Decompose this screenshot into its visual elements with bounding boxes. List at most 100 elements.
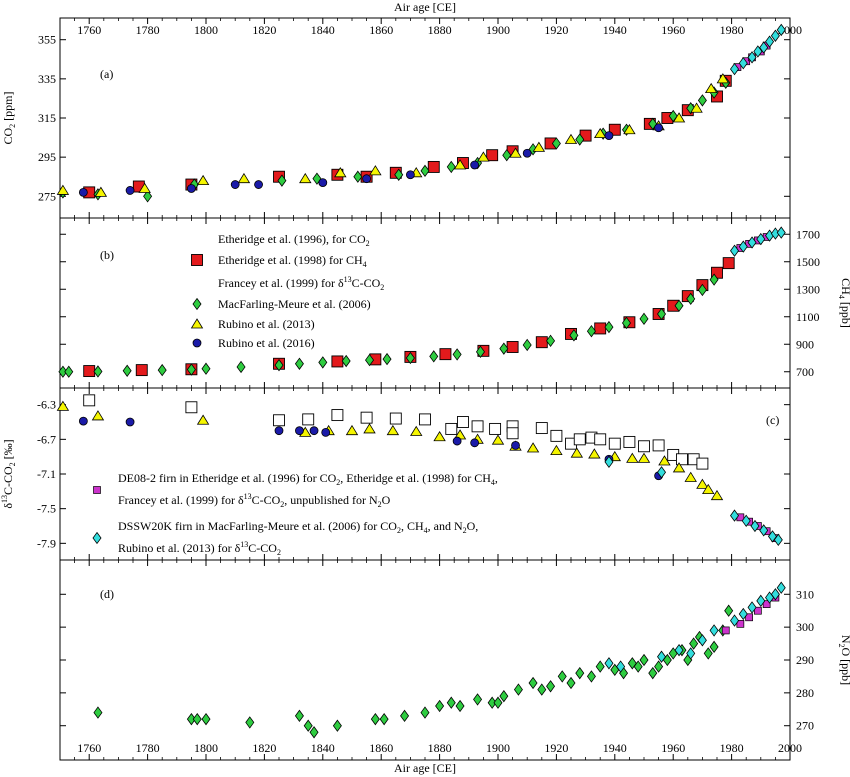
point-a-etheridge_1998-9-shape: [486, 149, 499, 162]
point-c-francey_1999-7-shape: [419, 413, 431, 426]
point-d-dssw20k-7-shape: [730, 614, 740, 627]
point-c-rubino_2013-14-shape: [526, 442, 540, 453]
point-c-francey_1999-3-shape: [302, 413, 315, 426]
point-a-rubino_2013-7-shape: [369, 165, 382, 176]
point-d-macfarling-19: [499, 689, 509, 703]
point-a-dssw20k-4-shape: [759, 41, 769, 54]
point-b-macfarling-26: [657, 307, 667, 321]
point-b-macfarling-17: [475, 345, 485, 358]
legend-c-line2-1: Rubino et al. (2013) for δ13C-CO2: [118, 540, 281, 557]
point-b-macfarling-27: [674, 299, 684, 312]
point-d-macfarling-0-shape: [93, 706, 103, 719]
point-c-rubino_2016-0: [78, 416, 88, 426]
point-b-dssw20k-2: [747, 236, 757, 249]
point-c-rubino_2016-2-shape: [274, 426, 284, 436]
point-a-rubino_2016-0: [78, 187, 88, 197]
point-d-macfarling-14: [446, 696, 456, 709]
point-c-rubino_2013-9-shape: [433, 430, 446, 442]
point-b-macfarling-15-shape: [429, 350, 439, 363]
point-a-dssw20k-1: [738, 57, 748, 70]
point-a-rubino_2013-6: [334, 167, 347, 178]
point-c-rubino_2013-25: [702, 483, 715, 495]
point-b-macfarling-22-shape: [586, 325, 596, 338]
point-c-rubino_2013-0: [56, 400, 70, 411]
point-a-rubino_2016-11-shape: [654, 123, 663, 133]
legend-c-line1-0: DE08-2 firn in Etheridge et al. (1996) f…: [118, 471, 498, 487]
point-a-rubino_2016-6: [362, 174, 372, 184]
point-d-macfarling-27: [586, 670, 596, 683]
legend-c-marker-0-shape: [93, 486, 101, 494]
point-d-de08-3-shape: [754, 606, 762, 615]
point-c-rubino_2013-22-shape: [672, 462, 686, 473]
point-c-francey_1999-27-shape: [696, 457, 709, 470]
point-c-rubino_2013-12: [491, 434, 505, 445]
point-c-francey_1999-14-shape: [535, 422, 548, 435]
point-d-macfarling-20: [513, 683, 523, 696]
point-d-macfarling-35-shape: [654, 660, 664, 673]
point-a-dssw20k-6-shape: [770, 29, 780, 42]
point-b-macfarling-7-shape: [236, 360, 246, 374]
x-tick-label-bottom-1960: 1960: [661, 741, 685, 755]
point-d-macfarling-40-shape: [689, 637, 699, 650]
point-a-rubino_2013-9-shape: [453, 159, 467, 170]
point-c-rubino_2013-19-shape: [626, 452, 639, 463]
point-c-rubino_2013-15: [550, 444, 563, 456]
y-tick-label-a-2: 315: [38, 111, 56, 125]
point-a-macfarling-2: [143, 190, 153, 203]
point-d-macfarling-11: [400, 709, 410, 723]
x-tick-label-top-1960: 1960: [661, 23, 685, 37]
x-tick-label-bottom-1900: 1900: [486, 741, 510, 755]
point-a-dssw20k-0: [730, 62, 740, 76]
point-d-macfarling-20-shape: [513, 683, 523, 696]
point-a-etheridge_1998-13-shape: [608, 123, 621, 136]
legend-b-label-2: Francey et al. (1999) for δ13C-CO2: [218, 275, 384, 292]
point-d-macfarling-5: [294, 709, 304, 723]
point-d-macfarling-1: [186, 712, 196, 726]
point-d-macfarling-23-shape: [546, 680, 556, 693]
point-c-francey_1999-6-shape: [389, 412, 402, 425]
point-a-macfarling-20: [697, 94, 707, 107]
point-c-francey_1999-23-shape: [652, 439, 665, 452]
point-b-etheridge_1998-4-shape: [331, 355, 344, 368]
point-d-macfarling-25-shape: [566, 676, 576, 690]
point-d-de08-1: [736, 620, 745, 628]
point-c-francey_1999-6: [389, 412, 402, 425]
point-a-rubino_2013-6-shape: [334, 167, 347, 178]
legend-b-marker-3-shape: [192, 297, 202, 311]
point-d-macfarling-10-shape: [379, 712, 389, 726]
point-b-dssw20k-1-shape: [738, 240, 748, 253]
point-b-macfarling-2: [93, 365, 103, 378]
y-tick-label-b-3: 1300: [796, 282, 820, 296]
point-d-macfarling-21: [528, 676, 538, 690]
point-c-rubino_2013-9: [433, 430, 446, 442]
point-a-macfarling-20-shape: [697, 94, 707, 107]
point-d-macfarling-17: [487, 696, 497, 709]
point-d-macfarling-13: [435, 699, 445, 713]
point-a-macfarling-14-shape: [575, 133, 585, 146]
panel-label-a: (a): [100, 67, 113, 81]
point-d-macfarling-27-shape: [586, 670, 596, 683]
point-c-rubino_2016-7: [470, 438, 480, 448]
point-a-rubino_2016-7-shape: [405, 170, 415, 180]
point-a-rubino_2016-5: [318, 178, 328, 187]
point-c-dssw20k-2: [730, 509, 740, 522]
point-d-dssw20k-2-shape: [657, 650, 667, 663]
point-d-macfarling-2-shape: [192, 712, 202, 726]
y-tick-label-d-0: 270: [796, 719, 814, 733]
point-c-rubino_2016-5-shape: [321, 427, 331, 437]
point-a-macfarling-17: [648, 117, 658, 131]
point-a-rubino_2013-11-shape: [509, 147, 522, 158]
y-tick-label-a-3: 335: [38, 72, 56, 86]
point-c-francey_1999-11-shape: [489, 422, 502, 435]
point-b-macfarling-30-shape: [709, 273, 719, 286]
x-tick-label-top-1920: 1920: [544, 23, 568, 37]
point-c-rubino_2016-2: [274, 426, 284, 436]
point-d-macfarling-5-shape: [294, 709, 304, 723]
point-d-macfarling-8: [332, 719, 342, 732]
point-b-macfarling-20: [546, 334, 556, 347]
point-c-francey_1999-17-shape: [573, 433, 586, 446]
point-c-rubino_2016-7-shape: [470, 438, 480, 448]
point-d-macfarling-13-shape: [435, 699, 445, 713]
point-b-macfarling-8: [274, 358, 284, 372]
